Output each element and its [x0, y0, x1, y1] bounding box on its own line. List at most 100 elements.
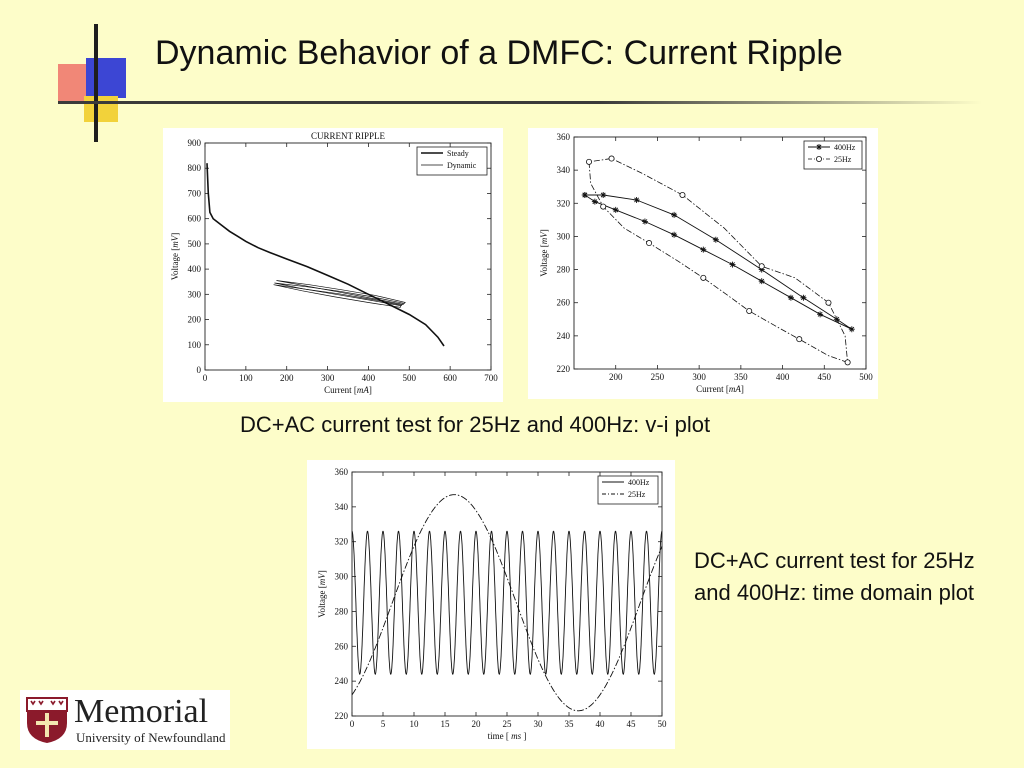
x-tick-label: 45 — [627, 719, 637, 729]
crest-icon — [26, 697, 68, 743]
series-400hz-point — [633, 196, 640, 203]
x-tick-label: 30 — [534, 719, 544, 729]
series-25hz-wave — [351, 494, 663, 712]
y-tick-label: 0 — [197, 365, 202, 375]
plot-frame — [351, 471, 663, 717]
x-tick-label: 500 — [859, 372, 873, 382]
x-tick-label: 600 — [443, 373, 457, 383]
series-dynamic-loop — [274, 282, 404, 307]
y-tick-label: 340 — [335, 502, 349, 512]
legend-box — [803, 140, 863, 170]
chart-current-ripple-panel: 0 100 200 300 400 500 600 700 0 100 200 300 400 500 60… — [163, 128, 503, 402]
series-25hz-point — [608, 155, 615, 162]
series-25hz-line — [588, 158, 849, 363]
series-400hz-point — [671, 231, 678, 238]
y-tick-label: 360 — [557, 132, 571, 142]
y-tick-label: 300 — [188, 289, 202, 299]
series-400hz-point — [758, 266, 765, 273]
y-tick-label: 100 — [188, 340, 202, 350]
series-dynamic-loop — [276, 280, 406, 305]
logo-subtitle: University of Newfoundland — [76, 730, 226, 745]
y-tick-label: 800 — [188, 163, 202, 173]
x-tick-label: 300 — [321, 373, 335, 383]
university-logo: Memorial University of Newfoundland — [20, 690, 230, 750]
caption-time-domain: DC+AC current test for 25Hz and 400Hz: t… — [694, 548, 975, 605]
y-axis-label: Voltage [mV] — [317, 570, 327, 618]
legend-label: Dynamic — [447, 161, 477, 170]
x-tick-label: 0 — [203, 373, 208, 383]
y-axis-label: Voltage [mV] — [539, 229, 549, 277]
legend-label: Steady — [447, 149, 469, 158]
series-25hz-point — [646, 240, 653, 247]
x-tick-label: 10 — [410, 719, 420, 729]
y-tick-label: 320 — [335, 537, 349, 547]
caption-vi-plot: DC+AC current test for 25Hz and 400Hz: v… — [240, 412, 711, 437]
y-tick-label: 300 — [557, 231, 571, 241]
title-underline-fade — [600, 101, 982, 104]
y-axis-label: Voltage [mV] — [170, 233, 180, 281]
title-underline — [58, 101, 982, 104]
y-tick-label: 300 — [335, 572, 349, 582]
y-tick-label: 280 — [335, 606, 349, 616]
series-25hz-point — [796, 336, 803, 343]
x-tick-label: 25 — [503, 719, 513, 729]
x-tick-label: 20 — [472, 719, 482, 729]
series-steady-line — [206, 163, 445, 347]
series-400hz-point — [612, 206, 619, 213]
x-tick-label: 50 — [658, 719, 668, 729]
x-tick-label: 200 — [609, 372, 623, 382]
series-400hz-point — [729, 261, 736, 268]
x-tick-label: 100 — [239, 373, 253, 383]
x-tick-label: 200 — [280, 373, 294, 383]
y-tick-label: 200 — [188, 315, 202, 325]
legend-marker — [816, 144, 822, 150]
series-400hz-point — [787, 294, 794, 301]
series-25hz-point — [746, 307, 753, 314]
series-400hz-point — [600, 192, 607, 198]
plot-frame — [204, 142, 492, 371]
x-tick-label: 0 — [350, 719, 355, 729]
chart-current-ripple: 0 100 200 300 400 500 600 700 0 100 200 300 400 500 60… — [170, 131, 498, 395]
decor-blue-square — [86, 58, 126, 98]
series-400hz-point — [581, 192, 588, 198]
series-25hz-point — [700, 274, 707, 281]
series-400hz-point — [671, 211, 678, 218]
x-axis-label: Current [mA] — [696, 384, 744, 394]
series-25hz-point — [586, 158, 593, 165]
x-tick-label: 35 — [565, 719, 575, 729]
x-tick-label: 350 — [734, 372, 748, 382]
legend-label: 400Hz — [628, 478, 650, 487]
series-25hz-point — [679, 192, 686, 199]
legend-box — [597, 475, 659, 505]
series-400hz-point — [758, 278, 765, 285]
y-tick-label: 900 — [188, 138, 202, 148]
y-tick-label: 260 — [557, 298, 571, 308]
series-400hz-point — [848, 326, 855, 333]
series-400hz-point — [591, 198, 598, 205]
x-tick-label: 500 — [403, 373, 417, 383]
x-axis-label: Current [mA] — [324, 385, 372, 395]
y-tick-label: 240 — [335, 676, 349, 686]
series-25hz-point — [825, 299, 832, 306]
y-tick-label: 340 — [557, 165, 571, 175]
series-400hz-point — [700, 246, 707, 253]
x-tick-label: 300 — [692, 372, 706, 382]
y-tick-label: 600 — [188, 214, 202, 224]
decor-yellow-square — [84, 96, 118, 122]
slide-title: Dynamic Behavior of a DMFC: Current Ripp… — [155, 34, 843, 72]
plot-frame — [573, 136, 867, 370]
chart-time-domain: 0 5 10 15 20 25 30 35 40 45 50 220 240 260 280 300 320 34… — [317, 467, 668, 741]
legend-marker — [815, 155, 822, 162]
y-tick-label: 700 — [188, 188, 202, 198]
series-400hz-point — [712, 236, 719, 243]
series-400hz-wave — [351, 530, 663, 676]
series-25hz-point — [600, 203, 607, 210]
x-tick-label: 250 — [651, 372, 665, 382]
y-tick-label: 220 — [335, 711, 349, 721]
chart-title: CURRENT RIPPLE — [311, 131, 386, 141]
x-tick-label: 5 — [381, 719, 386, 729]
chart-time-domain-panel: 0 5 10 15 20 25 30 35 40 45 50 220 240 260 280 300 320 34… — [307, 460, 675, 749]
y-tick-label: 240 — [557, 331, 571, 341]
x-tick-label: 700 — [484, 373, 498, 383]
series-25hz-point — [758, 263, 765, 270]
